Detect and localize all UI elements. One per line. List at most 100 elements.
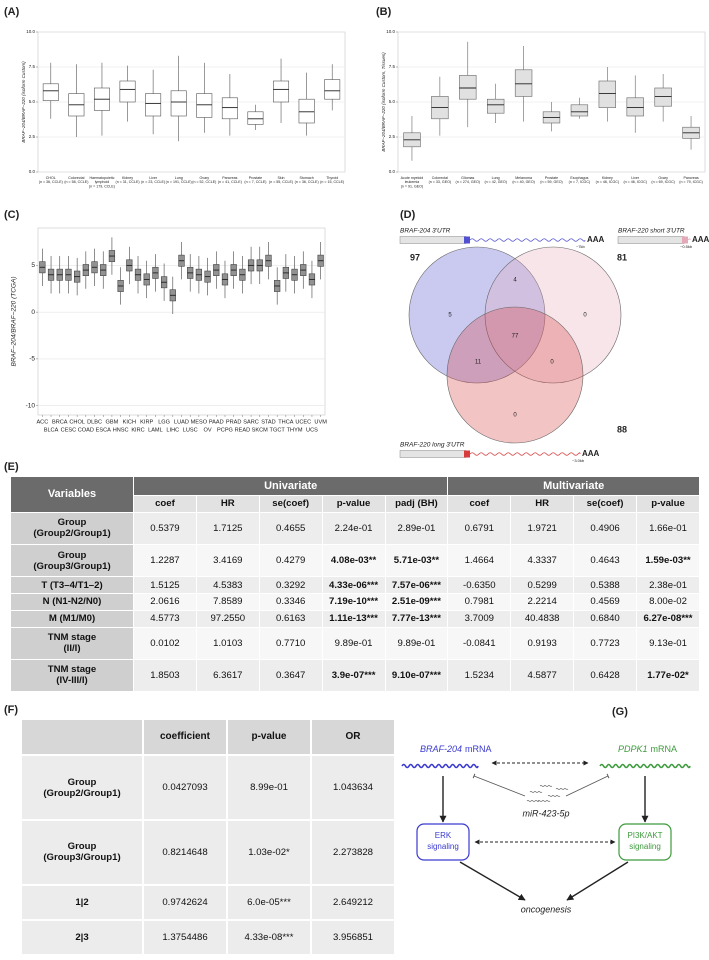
cell-value: 1.11e-13*** [329, 613, 378, 625]
header-cell: Variables [10, 476, 134, 513]
cell-value: 1.7125 [213, 522, 243, 534]
x-tick-label: BLCA [44, 427, 59, 433]
outcome-label: oncogenesis [521, 904, 572, 914]
x-tick-label: Lung (n = 42, GEO) [484, 176, 506, 184]
cell-value: 1.0103 [213, 637, 243, 649]
pathway-box [416, 823, 470, 861]
table-cell: 7.77e-13*** [384, 609, 449, 628]
box [324, 79, 341, 100]
row-label-line: (Group3/Group1) [43, 852, 121, 864]
cell-value: 1.5125 [150, 579, 180, 591]
cell-value: 1.8503 [150, 669, 180, 681]
x-tick-label: THCA [278, 419, 293, 425]
row-label-line: TNM stage [47, 632, 97, 644]
x-tick-label-line: Prostate [249, 176, 262, 180]
cell-value: 1.59e-03** [645, 555, 691, 567]
x-tick-label: MESO [191, 419, 208, 425]
x-tick-label: Ovary (n = 69, ICGC) [651, 176, 674, 184]
x-tick-label-line: (n = 46, ICGC) [596, 180, 619, 184]
x-tick-label-line: Kidney [602, 176, 613, 180]
utr-length: ~0.5kb [680, 244, 693, 249]
cell-value: 0.6163 [276, 613, 306, 625]
x-tick-label: ACC [36, 419, 48, 425]
row-label: 1|2 [20, 883, 144, 921]
x-tick-label-line: CHOL [46, 176, 56, 180]
cell-value: 7.8589 [213, 596, 243, 608]
row-label: TNM stage (IV-III/I) [10, 658, 134, 693]
row-label-line: Group [57, 517, 87, 529]
header-cell: Univariate [132, 475, 449, 497]
x-tick-label-line: (n = 31, CCLE) [116, 180, 140, 184]
x-tick-label: CESC [61, 427, 77, 433]
panel-label: (B) [376, 6, 392, 18]
table-row: Group (Group2/Group1) 0.0427093 8.99e-01 1.0… [20, 754, 396, 822]
x-tick-label: UCEC [295, 419, 311, 425]
y-axis-label: BRAF−204/BRAF−220 (isoform Custom) [21, 61, 26, 143]
table-cell: 4.5877 [510, 658, 575, 693]
x-tick-label-line: (n = 40, GEO) [512, 180, 534, 184]
x-tick-label-line: Haematopoietic [89, 176, 114, 180]
cell-value: 40.4838 [524, 613, 560, 625]
panel-label: (G) [612, 706, 628, 718]
table-cell: 97.2550 [195, 609, 260, 628]
x-tick-label-line: Gliomas [461, 176, 474, 180]
y-tick-label: 5.0 [389, 99, 396, 104]
x-tick-label: Pancreas (n = 41, CCLE) [218, 176, 242, 184]
header-row: coefficient p-value OR [20, 717, 396, 757]
cell-value: 0.4279 [276, 555, 306, 567]
x-tick-label-line: (n = 23, CCLE) [141, 180, 165, 184]
cell-value: 9.13e-01 [649, 637, 687, 649]
x-tick-label: Colorectal (n = 58, CCLE) [64, 176, 88, 184]
venn-set [484, 246, 622, 384]
cell-value: 2.24e-01 [334, 522, 373, 534]
cell-value: 0.9193 [527, 637, 557, 649]
x-tick-label: READ [235, 427, 251, 433]
header-cell: OR [310, 717, 396, 757]
table-cell: 4.33e-06*** [321, 576, 386, 594]
y-tick-label: 5.0 [29, 99, 36, 104]
x-tick-label: LUSC [183, 427, 198, 433]
cell-value: 0.4906 [590, 522, 620, 534]
table-row: N (N1-N2/N0) 2.0616 7.8589 0.3346 7.19e-10**… [10, 592, 700, 611]
utr-wave [687, 238, 691, 241]
table-cell: 0.4643 [573, 543, 637, 578]
cell-value: 0.0427093 [162, 782, 208, 794]
cell-value: 0.6840 [590, 613, 620, 625]
pathway-box [618, 823, 672, 861]
table-cell: 1.5125 [133, 576, 197, 594]
pathway-label-line: ERK [435, 831, 452, 840]
table-row: 2|3 1.3754486 4.33e-08*** 3.956851 [20, 918, 396, 957]
table-cell: 0.3647 [258, 658, 323, 693]
column-name: p-value [251, 731, 287, 743]
table-cell: 0.7723 [573, 626, 637, 660]
pathway-label-line: PI3K/AKT [627, 831, 662, 840]
x-tick-label-line: Kidney [122, 176, 133, 180]
header-text: Variables [47, 488, 97, 501]
row-label: 2|3 [20, 918, 144, 957]
table-row: Group (Group3/Group1) 1.2287 3.4169 0.4279 4.… [10, 543, 700, 578]
x-tick-label: PRAD [226, 419, 242, 425]
x-tick-label-line: Stomach [300, 176, 314, 180]
x-tick-label: BRCA [52, 419, 68, 425]
y-tick-label: 0.0 [29, 169, 36, 174]
table-cell: 2.649212 [310, 883, 396, 921]
x-tick-label: HNSC [113, 427, 129, 433]
row-label: N (N1-N2/N0) [10, 592, 134, 611]
box [221, 97, 238, 120]
inhibition [565, 773, 610, 797]
table-cell: 6.27e-08*** [636, 609, 700, 628]
box [598, 80, 616, 108]
box [487, 98, 505, 114]
x-tick-label: Skin (n = 55, CCLE) [269, 176, 293, 184]
table-cell: 1.4664 [447, 543, 512, 578]
table-cell: 2.2214 [510, 592, 575, 611]
row-label-line: M (M1/M0) [48, 613, 96, 625]
table-cell: -0.6350 [447, 576, 512, 594]
mirna-strand [555, 788, 569, 790]
table-cell: 1.043634 [310, 754, 396, 822]
mirna-strand [526, 800, 540, 802]
x-tick-label: ESCA [96, 427, 112, 433]
column-name: p-value [651, 498, 685, 510]
x-tick-label-line: (n = 15, CCLE) [320, 180, 344, 184]
box [570, 104, 589, 117]
